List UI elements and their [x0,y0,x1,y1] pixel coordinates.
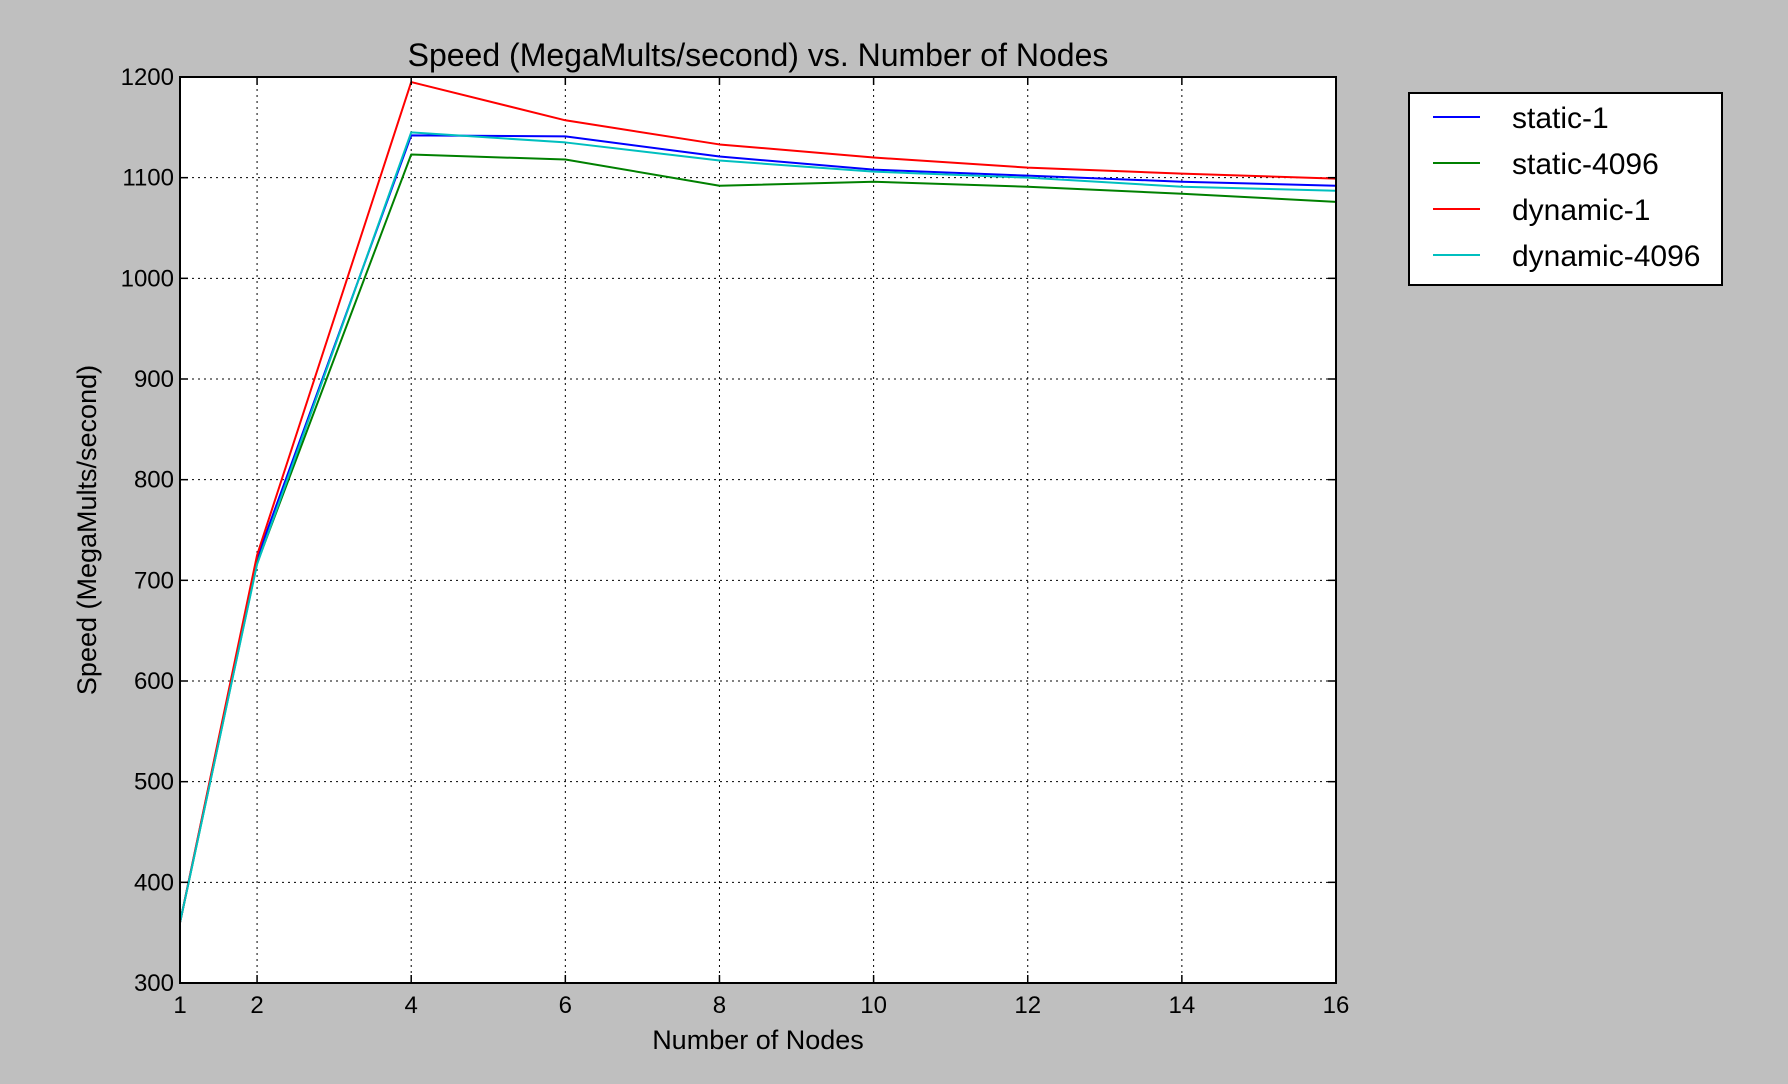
x-tick-label: 8 [713,992,726,1019]
legend-label: static-4096 [1512,148,1659,181]
y-tick-label: 400 [134,869,174,896]
y-tick-label: 500 [134,769,174,796]
x-tick-label: 12 [1014,992,1041,1019]
x-tick-label: 10 [860,992,887,1019]
legend: static-1 static-4096 dynamic-1 dynamic-4096 [1408,92,1723,286]
series-lines [179,81,1337,923]
x-tick-label: 16 [1323,992,1350,1019]
x-tick-label: 6 [559,992,572,1019]
x-tick-label: 2 [250,992,263,1019]
y-tick-label: 300 [134,970,174,997]
axis-ticks [179,76,1337,984]
plot-area [180,77,1336,983]
y-tick-labels: 300 400 500 600 700 800 900 1000 1100 1200 [121,64,174,997]
legend-items: static-1 static-4096 dynamic-1 dynamic-4096 [1433,102,1700,273]
y-tick-label: 900 [134,366,174,393]
y-tick-label: 700 [134,567,174,594]
y-tick-label: 1200 [121,64,174,91]
legend-box [1408,92,1723,286]
legend-label: static-1 [1512,102,1609,135]
chart-title: Speed (MegaMults/second) vs. Number of N… [408,37,1109,73]
y-tick-label: 800 [134,467,174,494]
x-tick-label: 14 [1169,992,1196,1019]
legend-label: dynamic-4096 [1512,240,1700,273]
plot-frame [179,76,1337,984]
legend-label: dynamic-1 [1512,194,1650,227]
x-tick-labels: 1 2 4 6 8 10 12 14 16 [173,992,1349,1019]
x-tick-label: 1 [173,992,186,1019]
y-axis-label: Speed (MegaMults/second) [72,365,102,695]
y-tick-label: 1100 [122,165,174,192]
y-tick-label: 1000 [121,265,174,292]
x-tick-label: 4 [405,992,418,1019]
x-axis-label: Number of Nodes [652,1025,864,1055]
grid-lines [179,76,1337,984]
y-tick-label: 600 [134,668,174,695]
